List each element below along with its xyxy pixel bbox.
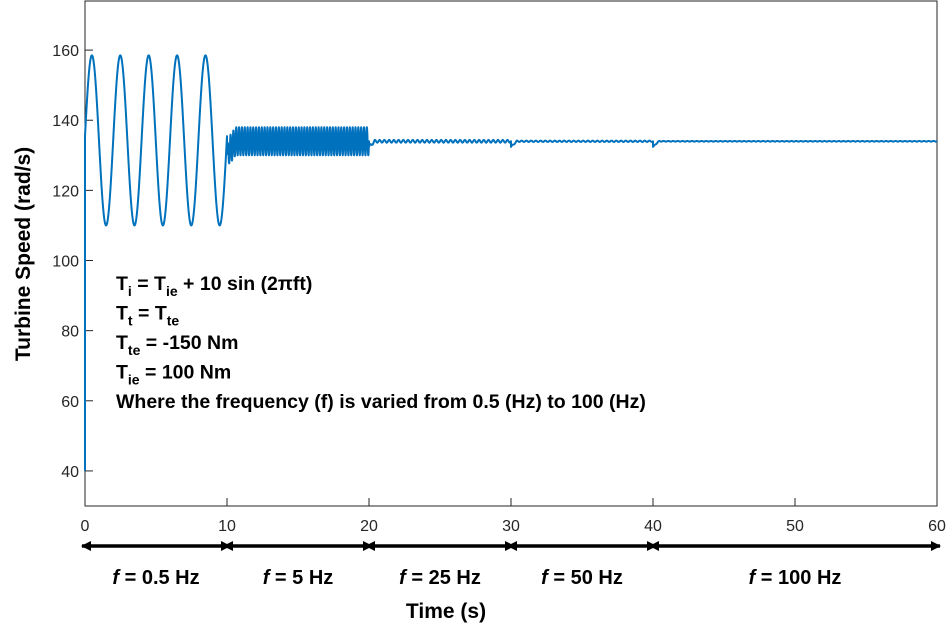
annotation-line: Ti = Tie + 10 sin (2πft) [116, 273, 312, 299]
annotation-subscript: t [128, 313, 133, 329]
annotation-text: + 10 sin (2πft) [178, 273, 313, 295]
y-tick-label: 40 [61, 464, 79, 481]
annotation-text: = -150 Nm [140, 332, 238, 354]
x-tick-label: 60 [928, 518, 946, 535]
band-frequency: = 5 Hz [269, 567, 333, 589]
x-axis-ticks: 0 10 20 30 40 50 60 [81, 498, 946, 535]
band-frequency: = 25 Hz [406, 567, 481, 589]
band-frequency: = 0.5 Hz [119, 567, 200, 589]
x-axis-title: Time (s) [406, 600, 486, 623]
band-f-symbol: f [541, 567, 550, 589]
y-tick-label: 80 [61, 324, 79, 341]
annotation-text: T [116, 362, 128, 384]
y-tick-label: 100 [52, 254, 79, 271]
band-label: f = 25 Hz [399, 567, 481, 589]
annotation-line: Tt = Tte [116, 303, 179, 329]
band-label: f = 5 Hz [263, 567, 334, 589]
annotation-text: T [116, 303, 128, 325]
band-f-symbol: f [112, 567, 121, 589]
band-f-symbol: f [749, 567, 758, 589]
x-tick-label: 10 [218, 518, 236, 535]
band-label: f = 50 Hz [541, 567, 623, 589]
annotation-subscript: te [128, 342, 141, 358]
annotation-line: Tte = -150 Nm [116, 332, 238, 358]
annotation-text: T [116, 273, 128, 295]
annotation-subscript: i [128, 283, 132, 299]
annotation-text: Where the frequency (f) is varied from 0… [116, 391, 646, 413]
plot-area [84, 0, 938, 507]
annotation-line: Where the frequency (f) is varied from 0… [116, 391, 646, 413]
x-tick-label: 50 [786, 518, 804, 535]
turbine-speed-line [84, 54, 938, 471]
annotation-text: = T [132, 273, 166, 295]
annotation-subscript: te [167, 313, 180, 329]
x-tick-label: 30 [502, 518, 520, 535]
annotation-text: T [116, 332, 128, 354]
annotation-text: = T [133, 303, 167, 325]
y-axis-ticks: 40 60 80 100 120 140 160 [52, 43, 93, 481]
x-tick-label: 20 [360, 518, 378, 535]
band-f-symbol: f [399, 567, 408, 589]
y-tick-label: 160 [52, 43, 79, 60]
y-tick-label: 120 [52, 183, 79, 200]
annotation-subscript: ie [128, 372, 140, 388]
band-frequency: = 50 Hz [548, 567, 623, 589]
x-tick-label: 40 [644, 518, 662, 535]
annotation-subscript: ie [166, 283, 178, 299]
band-f-symbol: f [263, 567, 272, 589]
annotation-line: Tie = 100 Nm [116, 362, 231, 388]
y-axis-title: Turbine Speed (rad/s) [12, 147, 35, 361]
band-label: f = 0.5 Hz [112, 567, 199, 589]
band-label: f = 100 Hz [749, 567, 842, 589]
y-tick-label: 140 [52, 113, 79, 130]
y-tick-label: 60 [61, 394, 79, 411]
annotation-text: = 100 Nm [140, 362, 232, 384]
band-frequency: = 100 Hz [755, 567, 841, 589]
x-tick-label: 0 [81, 518, 90, 535]
frequency-bands: f = 0.5 Hz f = 5 Hz f = 25 Hz f = 50 Hz f = … [81, 541, 941, 589]
